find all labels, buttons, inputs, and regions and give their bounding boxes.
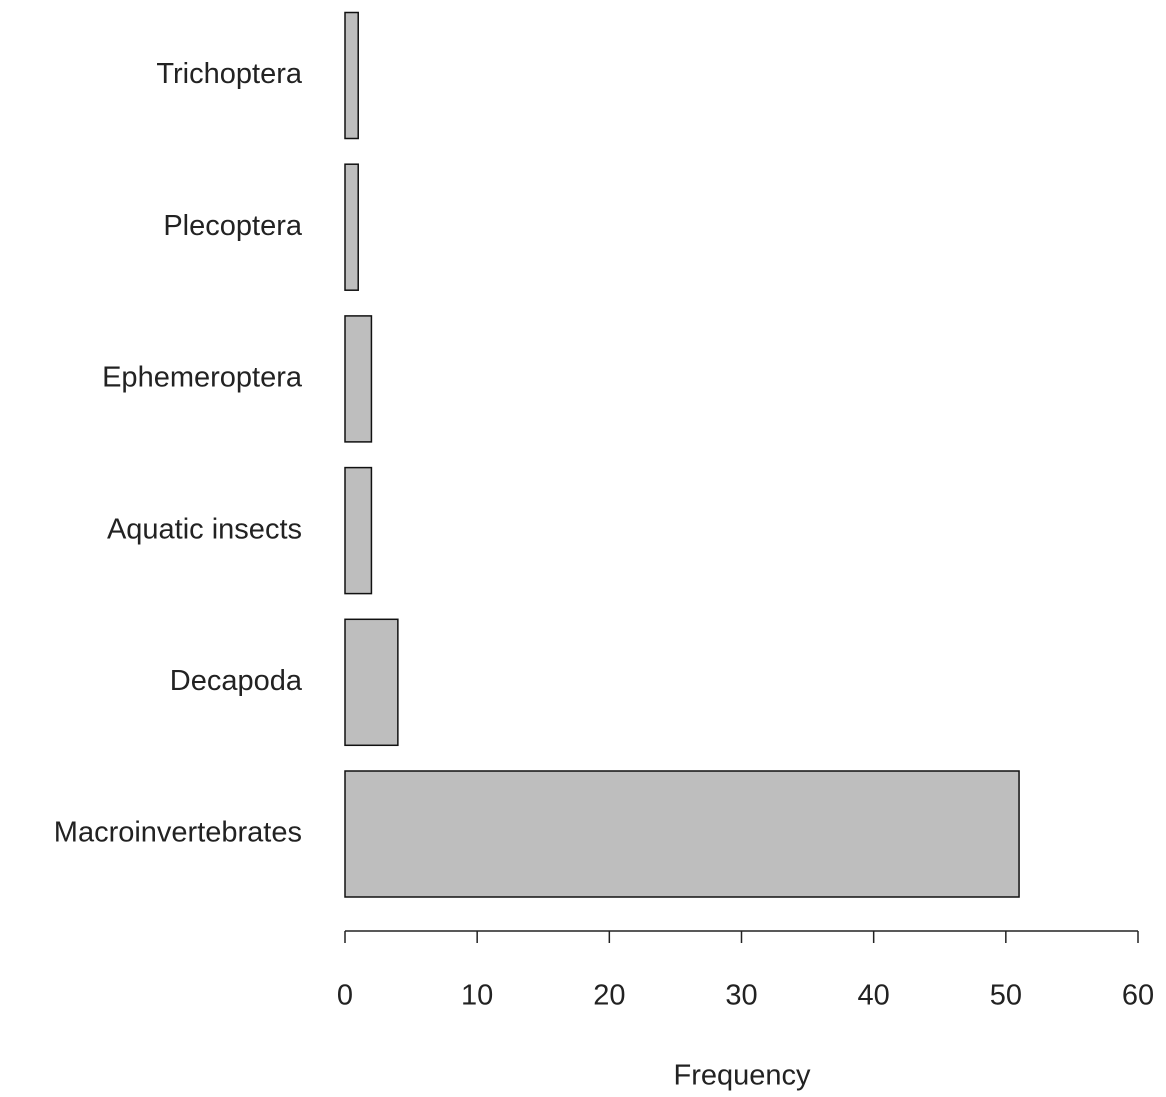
- bar: [344, 466, 373, 595]
- x-tick-label: 10: [461, 980, 493, 1012]
- y-tick-label: Macroinvertebrates: [54, 817, 302, 849]
- x-tick-label: 50: [990, 980, 1022, 1012]
- x-axis-title: Frequency: [673, 1060, 811, 1092]
- bar: [344, 770, 1020, 898]
- bar: [344, 11, 359, 140]
- x-tick-label: 20: [593, 980, 625, 1012]
- x-tick-label: 40: [858, 980, 890, 1012]
- bar: [344, 315, 373, 443]
- y-tick-label: Aquatic insects: [107, 513, 302, 545]
- y-tick-label: Plecoptera: [163, 210, 303, 242]
- x-tick-label: 0: [337, 980, 353, 1012]
- x-tick-label: 60: [1122, 980, 1154, 1012]
- y-tick-label: Decapoda: [170, 665, 303, 697]
- y-tick-label: Trichoptera: [156, 58, 302, 90]
- bar: [344, 618, 399, 747]
- x-tick-label: 30: [725, 980, 757, 1012]
- bar: [344, 163, 359, 291]
- y-tick-label: Ephemeroptera: [102, 362, 303, 394]
